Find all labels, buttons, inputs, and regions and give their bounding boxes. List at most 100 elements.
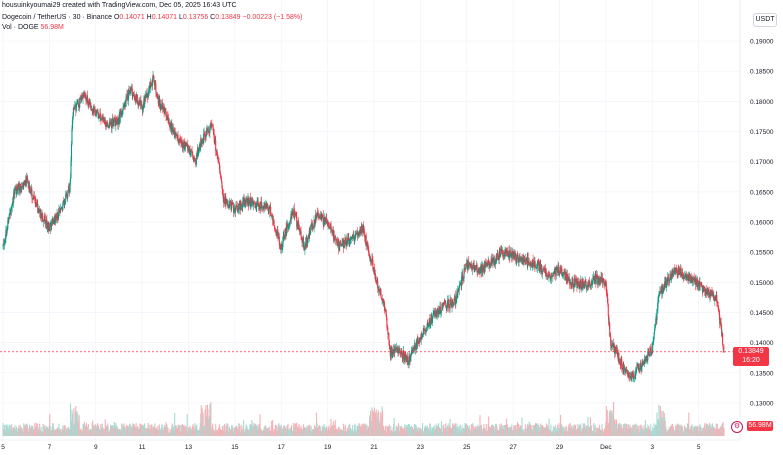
candle-body bbox=[57, 219, 59, 220]
candle-body bbox=[103, 117, 105, 122]
candle-body bbox=[256, 205, 258, 207]
volume-bar bbox=[102, 428, 104, 436]
candle-body bbox=[199, 146, 201, 147]
candle-body bbox=[572, 284, 574, 286]
volume-bar bbox=[185, 425, 187, 436]
candle-body bbox=[559, 266, 562, 271]
volume-bar bbox=[306, 425, 308, 436]
candle-body bbox=[656, 308, 659, 309]
candle-body bbox=[97, 111, 99, 113]
price-axis[interactable]: 0.19000 0.18500 0.18000 0.17500 0.17000 0.165… bbox=[739, 0, 774, 440]
candle-body bbox=[252, 200, 254, 206]
volume-bar bbox=[223, 424, 225, 436]
candle-body bbox=[533, 264, 535, 267]
candle-body bbox=[697, 284, 700, 286]
volume-bar bbox=[388, 424, 390, 436]
candle-body bbox=[137, 99, 139, 104]
volume-bar bbox=[670, 424, 672, 436]
candle-body bbox=[678, 267, 680, 271]
candle-body bbox=[607, 304, 609, 317]
candle-body bbox=[462, 277, 464, 281]
candle-body bbox=[325, 218, 327, 222]
candle-body bbox=[353, 234, 355, 238]
candle-body bbox=[220, 176, 222, 178]
volume-bar bbox=[444, 428, 446, 436]
candle-body bbox=[69, 182, 71, 193]
candle-body bbox=[577, 282, 579, 284]
candle-body bbox=[131, 88, 133, 96]
candle-body bbox=[307, 238, 309, 243]
candle-body bbox=[257, 201, 259, 204]
candle-body bbox=[705, 290, 707, 293]
candle-body bbox=[253, 202, 255, 204]
candle-body bbox=[255, 206, 257, 208]
candle-body bbox=[97, 112, 100, 119]
candle-body bbox=[503, 256, 505, 257]
candle-body bbox=[428, 323, 430, 325]
volume-bar bbox=[73, 407, 75, 436]
candle-body bbox=[169, 126, 171, 128]
candle-body bbox=[689, 274, 691, 281]
candle-body bbox=[722, 344, 724, 349]
candle-body bbox=[607, 298, 609, 305]
candle-body bbox=[144, 96, 146, 105]
candle-body bbox=[212, 127, 214, 132]
candle-body bbox=[82, 94, 84, 99]
volume-bar bbox=[227, 423, 229, 436]
candle-body bbox=[410, 355, 412, 357]
candle-body bbox=[58, 209, 60, 212]
candle-body bbox=[250, 201, 252, 207]
volume-bar bbox=[342, 423, 345, 436]
settings-icon[interactable]: ⚙ bbox=[731, 421, 743, 433]
candle-body bbox=[588, 280, 591, 285]
candle-body bbox=[625, 368, 627, 370]
candle-body bbox=[326, 219, 328, 224]
candle-body bbox=[700, 283, 702, 286]
candle-body bbox=[289, 219, 292, 221]
candle-body bbox=[48, 222, 50, 230]
y-tick-label: 0.16500 bbox=[750, 189, 774, 196]
volume-bar bbox=[371, 407, 373, 436]
candle-body bbox=[35, 201, 37, 204]
candle-body bbox=[452, 304, 455, 306]
currency-unit-button[interactable]: USDT bbox=[753, 13, 777, 27]
candle-body bbox=[13, 192, 15, 203]
candle-body bbox=[499, 251, 501, 258]
volume-bar bbox=[505, 418, 508, 436]
volume-bar bbox=[437, 423, 440, 436]
candle-body bbox=[65, 194, 67, 202]
candle-body bbox=[244, 199, 246, 207]
volume-bar bbox=[58, 423, 60, 436]
volume-bar bbox=[638, 425, 640, 436]
candle-body bbox=[380, 290, 382, 294]
candle-body bbox=[472, 265, 474, 269]
candle-body bbox=[160, 106, 162, 109]
symbol-legend: Dogecoin / TetherUS · 30 · Binance O0.14… bbox=[2, 14, 302, 21]
candle-body bbox=[440, 312, 442, 314]
candle-body bbox=[350, 237, 352, 240]
candle-body bbox=[520, 260, 523, 261]
candle-body bbox=[439, 306, 441, 313]
volume-bar bbox=[719, 426, 721, 436]
candle-body bbox=[459, 283, 461, 285]
volume-bar bbox=[538, 427, 540, 436]
candle-body bbox=[235, 205, 237, 208]
candle-body bbox=[217, 155, 219, 159]
candle-body bbox=[4, 238, 6, 242]
candle-body bbox=[524, 259, 526, 263]
volume-bar bbox=[239, 426, 241, 436]
volume-bar bbox=[212, 423, 214, 436]
candle-body bbox=[385, 309, 387, 314]
time-axis[interactable]: 5 7 9 11 13 15 17 19 21 23 25 27 29 Dec 3 5 bbox=[0, 439, 740, 451]
candle-body bbox=[71, 128, 73, 145]
candle-body bbox=[4, 241, 6, 244]
volume-bar bbox=[611, 410, 613, 436]
candle-body bbox=[449, 307, 451, 309]
volume-bar bbox=[537, 424, 539, 436]
volume-bar bbox=[245, 424, 247, 436]
candle-body bbox=[693, 277, 695, 281]
candle-body bbox=[315, 214, 317, 218]
candle-body bbox=[609, 323, 611, 337]
candle-body bbox=[387, 327, 389, 335]
